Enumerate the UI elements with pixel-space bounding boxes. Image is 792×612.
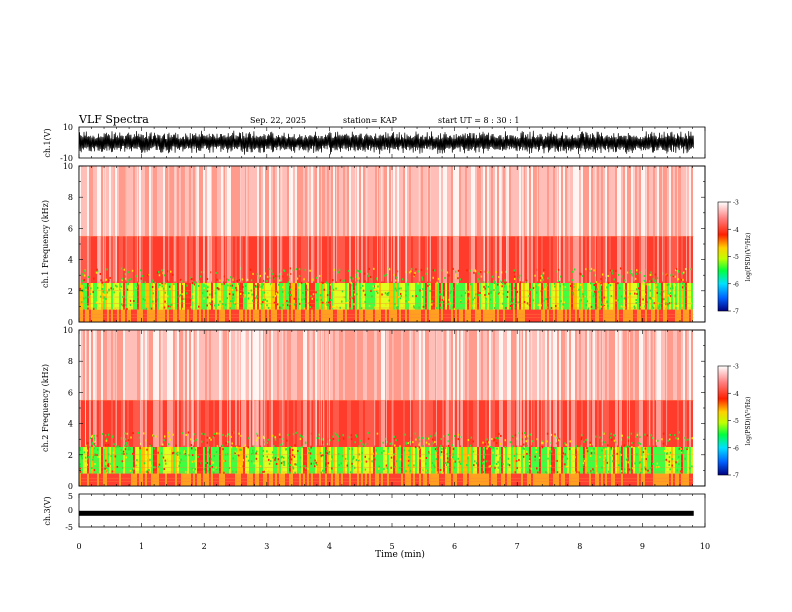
ch1-colorbar-ticks: -3 -4 -5 -6 -7 (728, 200, 739, 316)
colorbar-tick-label: -7 (733, 309, 739, 316)
colorbar-tick-label: -5 (733, 418, 739, 425)
ch1-spectrogram-ylabel: ch.1 Frequency (kHz) (41, 200, 50, 288)
ch3-wave-panel: 5 0 -5 ch.3(V) (43, 492, 706, 532)
time-tick-label: 5 (389, 542, 394, 551)
colorbar-tick-label: -6 (733, 445, 739, 452)
chart-title: VLF Spectra (78, 113, 149, 126)
time-tick-label: 0 (76, 542, 81, 551)
ch3-wave-xticks (78, 494, 706, 527)
frequency-tick-label: 4 (68, 420, 73, 429)
frequency-tick-label: 6 (68, 388, 73, 397)
time-axis-label: Time (min) (375, 549, 425, 560)
colorbar-tick-label: -3 (733, 200, 739, 207)
time-axis-tick-labels: 0 1 2 3 4 5 6 7 8 9 10 (76, 542, 710, 551)
time-tick-label: 6 (452, 542, 457, 551)
frequency-tick-label: 0 (68, 318, 73, 327)
ch3-ytick-0: 0 (68, 506, 73, 515)
time-tick-label: 9 (640, 542, 645, 551)
ch3-wave-frame (78, 493, 706, 528)
colorbar-tick-label: -4 (733, 227, 739, 234)
ch2-colorbar-ticks: -3 -4 -5 -6 -7 (728, 364, 739, 480)
frequency-tick-label: 10 (63, 326, 73, 335)
colorbar-tick-label: -5 (733, 254, 739, 261)
ch2-colorbar: -3 -4 -5 -6 -7 log(PSD)(V²/Hz) (717, 364, 752, 480)
frequency-tick-label: 2 (68, 451, 73, 460)
time-tick-label: 8 (577, 542, 582, 551)
ch1-colorbar-gradient (717, 201, 729, 312)
frequency-tick-label: 4 (68, 256, 73, 265)
date-label: Sep. 22, 2025 (250, 116, 306, 125)
ch3-ytick-neg5: -5 (65, 523, 73, 532)
ch2-colorbar-label: log(PSD)(V²/Hz) (745, 397, 752, 446)
time-tick-label: 2 (202, 542, 207, 551)
ch1-wave-ytick-bottom: -10 (60, 154, 73, 163)
frequency-tick-label: 8 (68, 357, 73, 366)
frequency-tick-label: 6 (68, 224, 73, 233)
ch1-colorbar-label: log(PSD)(V²/Hz) (745, 233, 752, 282)
station-label: station= KAP (343, 116, 398, 125)
ch2-spectrogram-xticks (78, 330, 706, 486)
frequency-tick-label: 8 (68, 193, 73, 202)
time-tick-label: 1 (139, 542, 144, 551)
ch1-wave-panel: 10 -10 ch.1(V) (43, 123, 706, 163)
colorbar-tick-label: -6 (733, 281, 739, 288)
frequency-tick-label: 10 (63, 162, 73, 171)
colorbar-tick-label: -4 (733, 391, 739, 398)
ch2-colorbar-gradient (717, 365, 729, 476)
time-tick-label: 3 (264, 542, 269, 551)
time-tick-label: 10 (700, 542, 710, 551)
frequency-tick-label: 2 (68, 287, 73, 296)
ch1-spectrogram-image (79, 166, 694, 322)
ch2-spectrogram-image (79, 330, 694, 486)
colorbar-tick-label: -7 (733, 473, 739, 480)
time-tick-label: 4 (327, 542, 332, 551)
ch1-wave-ytick-top: 10 (63, 123, 73, 132)
ch2-spectrogram-yticks: 0 2 4 6 8 10 (63, 326, 705, 491)
time-tick-label: 7 (515, 542, 520, 551)
ch2-spectrogram-panel: 0 2 4 6 8 10 ch.2 Frequency (kHz) (41, 326, 706, 491)
colorbar-tick-label: -3 (733, 364, 739, 371)
ch3-ytick-5: 5 (68, 492, 73, 501)
ch3-waveform-band (79, 510, 694, 516)
ch1-spectrogram-yticks: 0 2 4 6 8 10 (63, 162, 705, 327)
ch3-wave-ylabel: ch.3(V) (43, 496, 52, 525)
ch1-colorbar: -3 -4 -5 -6 -7 log(PSD)(V²/Hz) (717, 200, 752, 316)
ch1-spectrogram-xticks (78, 166, 706, 322)
ch1-spectrogram-panel: 0 2 4 6 8 10 ch.1 Frequency (kHz) (41, 162, 706, 327)
frequency-tick-label: 0 (68, 482, 73, 491)
ch1-wave-xticks (78, 127, 706, 158)
start-time-label: start UT = 8 : 30 : 1 (438, 116, 519, 125)
ch1-wave-ylabel: ch.1(V) (43, 128, 52, 157)
ch1-waveform-line (78, 130, 695, 155)
ch2-spectrogram-ylabel: ch.2 Frequency (kHz) (41, 364, 50, 452)
